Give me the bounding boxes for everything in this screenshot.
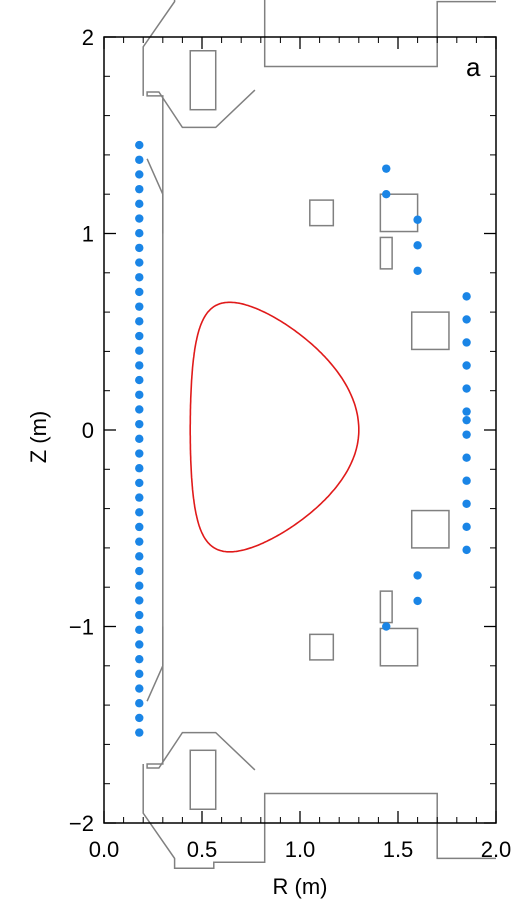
magnetic-probe [135,522,144,532]
vacuum-vessel-upper [142,0,496,96]
magnetic-probe [462,338,471,347]
magnetic-probe [135,184,144,194]
magnetic-probe [135,684,144,693]
magnetic-probe [462,476,471,485]
magnetic-probe [135,199,144,209]
magnetic-probe [135,581,144,590]
poloidal-field-coil [379,193,419,233]
magnetic-probe [135,155,144,164]
magnetic-probe [413,596,422,606]
magnetic-probe [413,215,422,224]
magnetic-probe [135,390,144,399]
poloidal-field-coil [379,236,393,270]
magnetic-probe [135,552,144,561]
magnetic-probe [135,258,144,267]
magnetic-probe [135,493,144,502]
y-tick-label: −2 [69,811,94,836]
magnetic-probe [135,346,144,355]
poloidal-field-coil [410,509,450,549]
poloidal-field-coil [379,590,393,624]
magnetic-probe [462,499,471,508]
magnetic-probe [135,302,144,311]
magnetic-probe [135,449,144,458]
vacuum-vessel-lower [142,764,496,869]
magnetic-probe [135,596,144,605]
magnetic-probe [135,478,144,488]
inner-wall-taper [146,158,164,702]
magnetic-probe [135,537,144,546]
magnetic-probe [135,434,144,444]
magnetic-probe [135,375,144,385]
y-tick-label: 1 [82,222,94,247]
magnetic-probe [135,243,144,253]
magnetic-probe [135,229,144,238]
magnetic-probe [462,453,471,462]
magnetic-probe [462,407,471,416]
magnetic-probe [135,699,144,708]
magnetic-probe [135,625,144,634]
magnetic-probe [135,669,144,679]
magnetic-probe [462,430,471,439]
y-tick-label: 2 [82,25,94,50]
x-tick-label: 2.0 [481,837,512,862]
magnetic-probe [135,640,144,649]
magnetic-probe [413,571,422,580]
probe-layer [135,140,471,737]
poloidal-field-coil [410,311,450,351]
magnetic-probe [462,315,471,324]
poloidal-field-coil [379,627,419,667]
magnetic-probe [462,545,471,555]
tick-layer: 0.0 0.5 1.0 1.5 2.0 −2 −1 0 1 2 [69,25,511,862]
magnetic-probe [135,610,144,620]
magnetic-probe [462,415,471,425]
x-tick-label: 0.0 [89,837,120,862]
magnetic-probe [135,331,144,341]
poloidal-field-coil [309,633,335,661]
magnetic-probe [413,266,422,276]
magnetic-probe [135,728,144,737]
magnetic-probe [135,170,144,179]
magnetic-probe [413,241,422,250]
magnetic-probe [135,654,144,664]
magnetic-probe [135,140,144,150]
poloidal-field-coil [309,199,335,227]
structure-layer [142,0,496,869]
magnetic-probe [382,622,391,631]
y-tick-label: −1 [69,615,94,640]
magnetic-probe [462,522,471,532]
x-tick-label: 0.5 [187,837,218,862]
y-axis-label: Z (m) [26,411,51,464]
x-tick-label: 1.5 [383,837,414,862]
x-tick-label: 1.0 [285,837,316,862]
inner-wall-lower [146,626,256,771]
inner-wall-upper [146,89,256,234]
magnetic-probe [135,273,144,282]
x-axis-label: R (m) [273,874,328,899]
poloidal-field-coil [189,749,217,810]
magnetic-probe [135,419,144,429]
magnetic-probe [135,713,144,723]
magnetic-probe [135,214,144,223]
magnetic-probe [135,566,144,576]
magnetic-probe [135,405,144,414]
magnetic-probe [382,190,391,199]
magnetic-probe [135,287,144,297]
poloidal-field-coil [189,50,217,111]
panel-label: a [466,52,481,82]
y-tick-label: 0 [82,418,94,443]
magnetic-probe [135,464,144,473]
magnetic-probe [462,384,471,393]
magnetic-probe [135,361,144,370]
magnetic-probe [382,164,391,173]
plasma-boundary [189,301,360,553]
magnetic-probe [135,508,144,517]
magnetic-probe [135,317,144,326]
boundary-layer [189,301,360,553]
magnetic-probe [462,361,471,370]
magnetic-probe [462,292,471,301]
